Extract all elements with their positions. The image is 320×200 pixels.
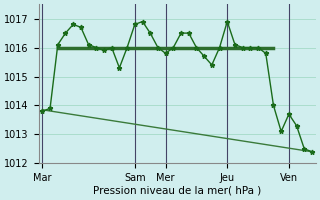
X-axis label: Pression niveau de la mer( hPa ): Pression niveau de la mer( hPa ) — [93, 186, 261, 196]
